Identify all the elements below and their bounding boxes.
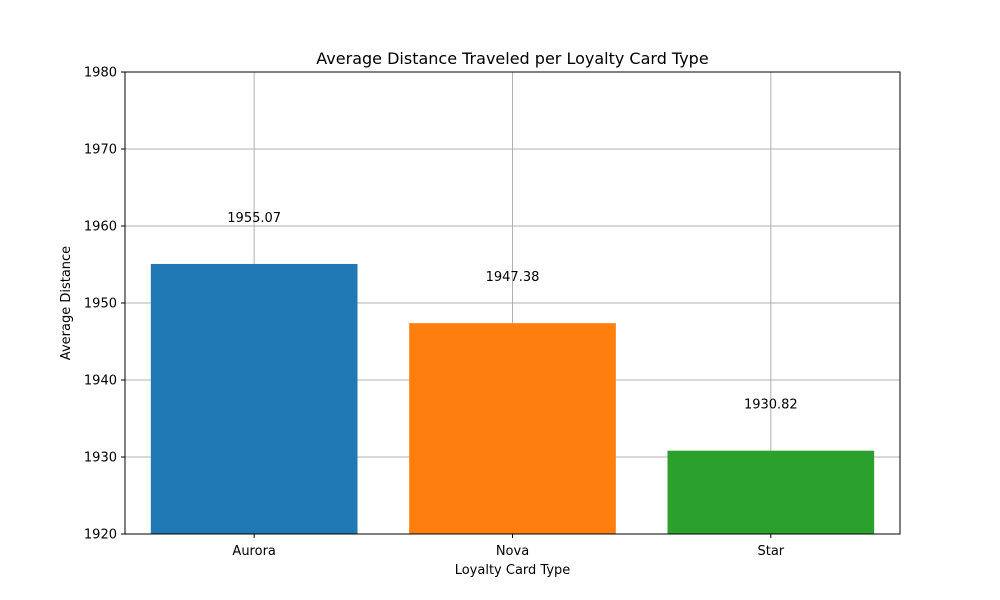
bar-nova [409,323,616,534]
x-tick-label: Aurora [232,544,275,559]
x-axis-label: Loyalty Card Type [455,563,571,578]
y-tick-label: 1920 [84,528,117,543]
y-tick-label: 1980 [84,66,117,81]
y-tick-label: 1970 [84,143,117,158]
data-labels: 1955.07 1947.38 1930.82 [227,211,797,413]
x-tick-label: Nova [496,544,529,559]
y-axis-label: Average Distance [59,246,74,360]
y-tick-label: 1950 [84,297,117,312]
data-label: 1930.82 [744,398,798,413]
x-tick-label: Star [757,544,784,559]
bar-aurora [150,263,358,534]
y-tick-label: 1930 [84,451,117,466]
data-label: 1947.38 [486,270,540,285]
axis-ticks: 1920 1930 1940 1950 1960 1970 1980 Aurora Nova St… [84,66,785,560]
bar-star [667,450,875,534]
y-tick-label: 1940 [84,374,117,389]
data-label: 1955.07 [227,211,281,226]
bars [150,263,875,534]
y-tick-label: 1960 [84,220,117,235]
chart-title: Average Distance Traveled per Loyalty Ca… [316,49,708,68]
